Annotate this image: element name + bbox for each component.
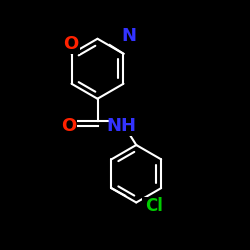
Text: O: O [64, 35, 79, 53]
Text: Cl: Cl [145, 197, 163, 215]
Text: O: O [61, 117, 76, 135]
FancyBboxPatch shape [110, 116, 133, 136]
FancyBboxPatch shape [120, 26, 137, 46]
FancyBboxPatch shape [63, 34, 80, 54]
Text: N: N [121, 27, 136, 45]
FancyBboxPatch shape [60, 116, 77, 136]
FancyBboxPatch shape [142, 196, 165, 216]
Text: NH: NH [106, 117, 136, 135]
